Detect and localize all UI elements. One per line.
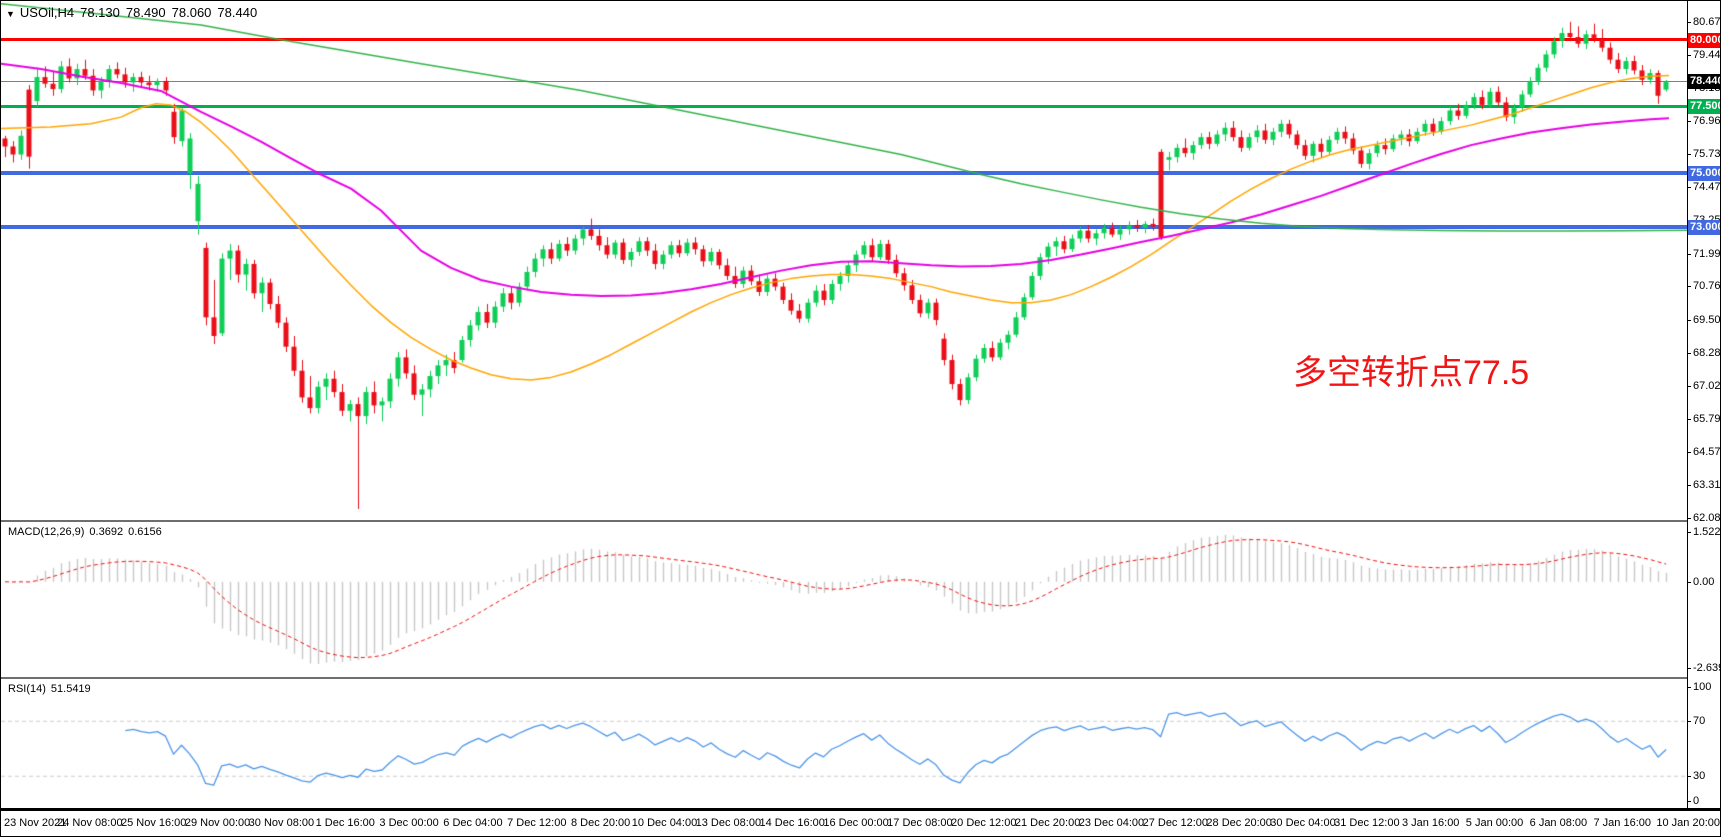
price-tag-75: 75.000 — [1688, 166, 1720, 181]
time-axis-label: 28 Dec 20:00 — [1206, 817, 1272, 829]
chevron-down-icon[interactable]: ▼ — [6, 9, 15, 19]
price-tick-label: 76.960 — [1687, 115, 1720, 128]
time-axis-label: 10 Jan 20:00 — [1656, 817, 1720, 829]
price-tag-775: 77.500 — [1688, 99, 1720, 114]
time-axis[interactable]: 23 Nov 2021 24 Nov 08:00 25 Nov 16:00 29 No… — [1, 808, 1720, 836]
rsi-label: RSI(14) 51.5419 — [8, 683, 96, 695]
time-axis-label: 23 Nov 2021 — [4, 817, 67, 829]
time-axis-label: 7 Jan 16:00 — [1593, 817, 1652, 829]
time-axis-label: 10 Dec 04:00 — [631, 817, 698, 829]
time-axis-label: 3 Jan 16:00 — [1401, 817, 1460, 829]
price-tick-label: 71.990 — [1687, 248, 1720, 261]
rsi-value: 51.5419 — [50, 683, 91, 695]
pane-separator-macd[interactable] — [1, 520, 1720, 522]
macd-axis-label: -2.6392 — [1687, 662, 1720, 675]
chart-title: ▼ USOil,H4 78.130 78.490 78.060 78.440 — [6, 5, 263, 20]
macd-label: MACD(12,26,9) 0.3692 0.6156 — [8, 526, 167, 538]
time-axis-label: 6 Dec 04:00 — [443, 817, 503, 829]
time-axis-label: 8 Dec 20:00 — [570, 817, 631, 829]
time-axis-label: 6 Jan 08:00 — [1529, 817, 1588, 829]
time-axis-label: 25 Nov 16:00 — [120, 817, 187, 829]
price-chart-canvas[interactable] — [1, 1, 1687, 521]
ohlc-close: 78.440 — [217, 5, 258, 20]
rsi-axis-label: 30 — [1687, 770, 1705, 783]
price-tick-label: 64.570 — [1687, 446, 1720, 459]
macd-axis-label: 0.00 — [1687, 576, 1714, 589]
time-axis-label: 17 Dec 08:00 — [887, 817, 953, 829]
macd-indicator-canvas[interactable] — [1, 523, 1687, 678]
price-tick-label: 79.445 — [1687, 49, 1720, 62]
price-tick-label: 63.310 — [1687, 479, 1720, 492]
price-tick-label: 70.765 — [1687, 280, 1720, 293]
time-axis-label: 13 Dec 08:00 — [695, 817, 762, 829]
price-tick-label: 74.475 — [1687, 181, 1720, 194]
time-axis-label: 14 Dec 16:00 — [759, 817, 825, 829]
symbol-period-label: USOil,H4 — [19, 5, 75, 20]
price-tick-label: 80.670 — [1687, 16, 1720, 29]
time-axis-label: 1 Dec 16:00 — [315, 817, 375, 829]
price-tick-label: 68.280 — [1687, 347, 1720, 360]
macd-name: MACD(12,26,9) — [8, 526, 85, 538]
time-axis-label: 30 Nov 08:00 — [248, 817, 315, 829]
time-axis-label: 27 Dec 12:00 — [1142, 817, 1209, 829]
price-tick-label: 69.505 — [1687, 314, 1720, 327]
time-axis-label: 31 Dec 12:00 — [1334, 817, 1400, 829]
time-axis-label: 16 Dec 00:00 — [823, 817, 889, 829]
pane-separator-rsi[interactable] — [1, 677, 1720, 679]
time-axis-label: 20 Dec 12:00 — [951, 817, 1017, 829]
price-tick-label: 75.735 — [1687, 148, 1720, 161]
price-tag-80: 80.000 — [1688, 33, 1720, 48]
ohlc-open: 78.130 — [80, 5, 120, 20]
rsi-axis-label: 70 — [1687, 715, 1705, 728]
rsi-axis-label: 100 — [1687, 681, 1711, 694]
text-annotation[interactable]: 多空转折点77.5 — [1293, 354, 1530, 392]
price-tick-label: 67.020 — [1687, 380, 1720, 393]
price-axis[interactable]: 80.67079.44578.18576.96075.73574.47573.2… — [1687, 1, 1720, 808]
time-axis-label: 7 Dec 12:00 — [507, 817, 567, 829]
macd-axis-label: 1.5227 — [1687, 526, 1720, 539]
price-tick-label: 65.795 — [1687, 413, 1720, 426]
time-axis-label: 29 Nov 00:00 — [184, 817, 251, 829]
time-axis-label: 24 Nov 08:00 — [57, 817, 123, 829]
ohlc-low: 78.060 — [171, 5, 212, 20]
macd-signal-value: 0.6156 — [128, 526, 162, 538]
time-axis-label: 5 Jan 00:00 — [1465, 817, 1524, 829]
price-tick-label: 62.085 — [1687, 512, 1720, 525]
price-tag-current: 78.440 — [1688, 74, 1720, 89]
chart-plot-area[interactable]: ▼ USOil,H4 78.130 78.490 78.060 78.440 MACD(1… — [1, 1, 1720, 808]
time-axis-label: 3 Dec 00:00 — [379, 817, 439, 829]
time-axis-label: 30 Dec 04:00 — [1270, 817, 1336, 829]
rsi-indicator-canvas[interactable] — [1, 680, 1687, 808]
rsi-axis-label: 0 — [1687, 795, 1699, 808]
macd-main-value: 0.3692 — [89, 526, 124, 538]
time-axis-label: 23 Dec 04:00 — [1078, 817, 1145, 829]
ohlc-high: 78.490 — [125, 5, 166, 20]
rsi-name: RSI(14) — [8, 683, 46, 695]
time-axis-label: 21 Dec 20:00 — [1014, 817, 1081, 829]
price-tag-73: 73.000 — [1688, 220, 1720, 235]
